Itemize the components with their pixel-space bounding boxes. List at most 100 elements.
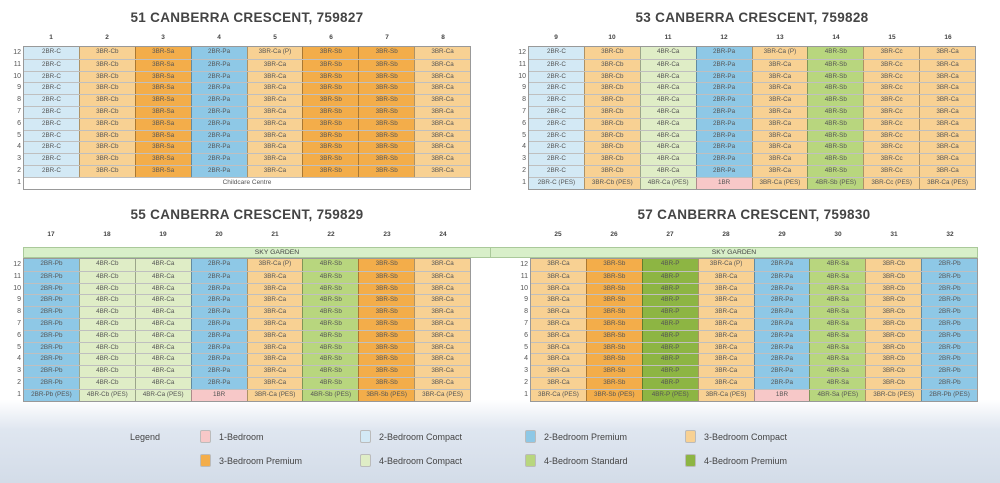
unit-cell[interactable]: 3BR-Ca	[246, 165, 303, 177]
unit-cell[interactable]: 4BR-Ca (PES)	[639, 177, 696, 189]
unit-cell[interactable]: 3BR-Cb	[78, 83, 135, 95]
unit-cell[interactable]: 3BR-Ca (PES)	[531, 389, 586, 401]
unit-cell[interactable]: 4BR-Sb	[807, 95, 864, 106]
unit-cell[interactable]: 2BR-Pb (PES)	[24, 389, 79, 401]
unit-cell[interactable]: 2BR-Pb	[921, 366, 977, 377]
unit-cell[interactable]: 3BR-Cb	[865, 283, 922, 295]
unit-cell[interactable]: 3BR-Sb	[302, 47, 359, 59]
unit-cell[interactable]: 2BR-Pb	[24, 377, 79, 389]
unit-cell[interactable]: 4BR-P (PES)	[641, 389, 698, 401]
unit-cell[interactable]: 1BR	[695, 177, 752, 189]
unit-cell[interactable]: 3BR-Cb	[865, 259, 922, 271]
unit-cell[interactable]: 2BR-C	[24, 95, 79, 106]
unit-cell[interactable]: 3BR-Cc	[863, 106, 920, 118]
unit-cell[interactable]: 2BR-Pa	[190, 354, 247, 366]
unit-cell[interactable]: 4BR-Ca	[134, 295, 191, 307]
unit-cell[interactable]: 2BR-C	[529, 71, 584, 83]
unit-cell[interactable]: 3BR-Sa	[134, 71, 191, 83]
unit-cell[interactable]: 3BR-Ca	[246, 271, 303, 283]
unit-cell[interactable]: 2BR-Pb	[24, 342, 79, 354]
unit-cell[interactable]: 4BR-Cb	[78, 283, 135, 295]
unit-cell[interactable]: 3BR-Cb	[78, 118, 135, 130]
unit-cell[interactable]: 3BR-Cb	[78, 142, 135, 154]
unit-cell[interactable]: 3BR-Sb	[302, 165, 359, 177]
unit-cell[interactable]: 3BR-Ca	[919, 47, 975, 59]
unit-cell[interactable]: 3BR-Ca	[414, 83, 470, 95]
unit-cell[interactable]: 2BR-C	[24, 118, 79, 130]
unit-cell[interactable]: 2BR-Pb	[24, 295, 79, 307]
unit-cell[interactable]: 2BR-Pb	[921, 259, 977, 271]
unit-cell[interactable]: 3BR-Ca	[751, 106, 808, 118]
unit-cell[interactable]: 3BR-Ca	[531, 330, 586, 342]
unit-cell[interactable]: 3BR-Sb	[302, 118, 359, 130]
unit-cell[interactable]: 2BR-Pa	[753, 283, 810, 295]
unit-cell[interactable]: 2BR-Pb	[921, 377, 977, 389]
unit-cell[interactable]: 4BR-P	[641, 259, 698, 271]
unit-cell[interactable]: 3BR-Ca	[414, 59, 470, 71]
unit-cell[interactable]: 3BR-Ca	[531, 366, 586, 377]
unit-cell[interactable]: 2BR-Pb	[921, 318, 977, 330]
unit-cell[interactable]: 3BR-Ca	[414, 154, 470, 165]
unit-cell[interactable]: 2BR-C	[529, 106, 584, 118]
unit-cell[interactable]: 4BR-Sa	[809, 330, 866, 342]
unit-cell[interactable]: 3BR-Ca	[531, 354, 586, 366]
unit-cell[interactable]: 3BR-Cb	[865, 342, 922, 354]
unit-cell[interactable]: 3BR-Ca	[246, 83, 303, 95]
unit-cell[interactable]: 2BR-C	[529, 130, 584, 142]
unit-cell[interactable]: 3BR-Cb	[583, 142, 640, 154]
unit-cell[interactable]: 3BR-Sb	[358, 295, 415, 307]
unit-cell[interactable]: 2BR-C	[24, 47, 79, 59]
unit-cell[interactable]: 3BR-Sa	[134, 142, 191, 154]
unit-cell[interactable]: 4BR-Sa	[809, 377, 866, 389]
unit-cell[interactable]: 3BR-Sb	[302, 59, 359, 71]
unit-cell[interactable]: 2BR-Pa	[190, 318, 247, 330]
unit-cell[interactable]: 3BR-Cb	[78, 154, 135, 165]
unit-cell[interactable]: 2BR-C	[24, 59, 79, 71]
unit-cell[interactable]: 2BR-Pa	[753, 377, 810, 389]
unit-cell[interactable]: 4BR-Ca	[639, 71, 696, 83]
unit-cell[interactable]: 3BR-Cb	[583, 71, 640, 83]
unit-cell[interactable]: 2BR-Pb	[24, 366, 79, 377]
unit-cell[interactable]: 4BR-Cb	[78, 377, 135, 389]
unit-cell[interactable]: 3BR-Sb	[358, 354, 415, 366]
unit-cell[interactable]: 3BR-Cc	[863, 165, 920, 177]
unit-cell[interactable]: 2BR-Pa	[190, 259, 247, 271]
unit-cell[interactable]: 4BR-Cb	[78, 330, 135, 342]
unit-cell[interactable]: 3BR-Ca	[919, 71, 975, 83]
unit-cell[interactable]: 3BR-Cb	[865, 354, 922, 366]
unit-cell[interactable]: 3BR-Ca	[414, 354, 470, 366]
unit-cell[interactable]: 3BR-Sb	[358, 307, 415, 318]
unit-cell[interactable]: 4BR-Sb	[302, 283, 359, 295]
unit-cell[interactable]: 3BR-Sb	[302, 83, 359, 95]
unit-cell[interactable]: 2BR-Pa	[695, 47, 752, 59]
unit-cell[interactable]: 3BR-Ca	[697, 295, 754, 307]
unit-cell[interactable]: 3BR-Ca	[246, 71, 303, 83]
unit-cell[interactable]: 2BR-Pa	[753, 342, 810, 354]
unit-cell[interactable]: 4BR-Ca	[639, 47, 696, 59]
unit-cell[interactable]: 2BR-Pa	[753, 366, 810, 377]
unit-cell[interactable]: 3BR-Sb	[358, 130, 415, 142]
unit-cell[interactable]: 4BR-Sb	[807, 106, 864, 118]
unit-cell[interactable]: 3BR-Cb	[78, 106, 135, 118]
unit-cell[interactable]: 2BR-Pa	[190, 330, 247, 342]
unit-cell[interactable]: 3BR-Cb	[865, 377, 922, 389]
unit-cell[interactable]: 3BR-Ca	[246, 95, 303, 106]
unit-cell[interactable]: 3BR-Ca	[246, 283, 303, 295]
unit-cell[interactable]: 3BR-Ca (P)	[246, 259, 303, 271]
unit-cell[interactable]: 4BR-Cb	[78, 259, 135, 271]
unit-cell[interactable]: 4BR-Ca	[134, 259, 191, 271]
unit-cell[interactable]: 3BR-Ca	[697, 271, 754, 283]
unit-cell[interactable]: 4BR-Cb	[78, 318, 135, 330]
unit-cell[interactable]: 3BR-Sb	[585, 283, 642, 295]
unit-cell[interactable]: 4BR-Sa	[809, 295, 866, 307]
unit-cell[interactable]: 1BR	[753, 389, 810, 401]
unit-cell[interactable]: 4BR-Ca	[639, 118, 696, 130]
unit-cell[interactable]: 4BR-P	[641, 342, 698, 354]
unit-cell[interactable]: 3BR-Ca	[246, 307, 303, 318]
unit-cell[interactable]: 3BR-Ca	[531, 259, 586, 271]
unit-cell[interactable]: 2BR-C	[24, 71, 79, 83]
unit-cell[interactable]: 3BR-Ca	[246, 330, 303, 342]
unit-cell[interactable]: 4BR-Ca	[639, 130, 696, 142]
unit-cell[interactable]: 2BR-Pa	[190, 59, 247, 71]
unit-cell[interactable]: 4BR-Ca	[134, 342, 191, 354]
